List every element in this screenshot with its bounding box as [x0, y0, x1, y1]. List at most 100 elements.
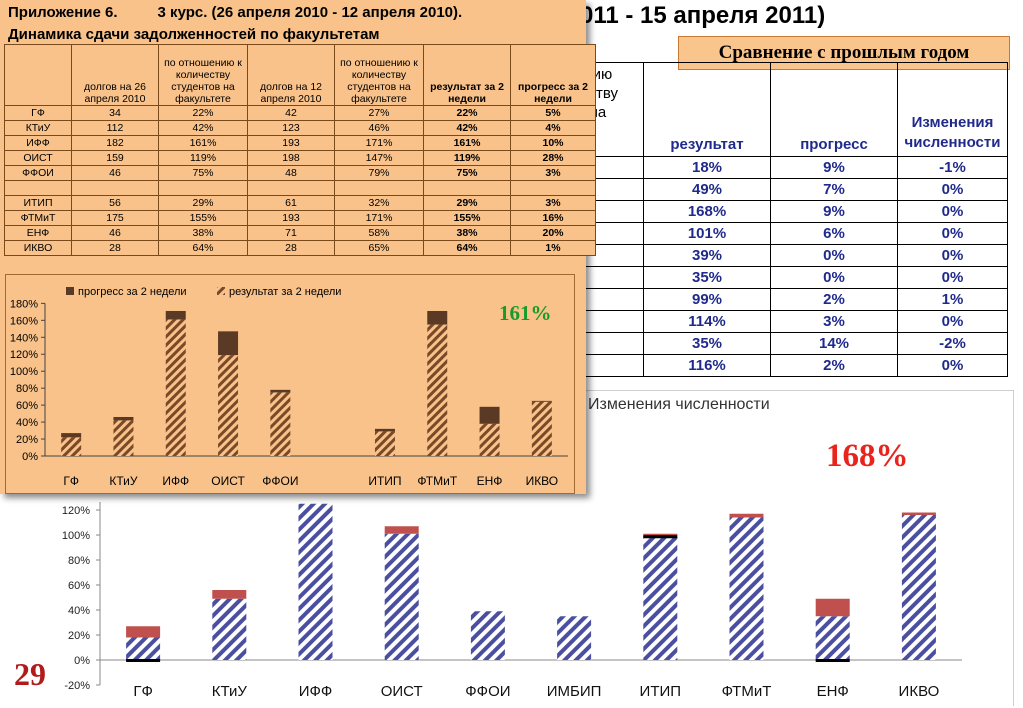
bar-result	[298, 503, 333, 660]
legend-swatch-progress	[66, 287, 74, 295]
front-table-cell: 175	[71, 210, 159, 226]
front-table-cell: 42%	[158, 120, 248, 136]
bar-progress	[531, 400, 552, 402]
x-tick-label: ИТИП	[640, 683, 682, 700]
bar-progress	[643, 533, 678, 537]
x-tick-label: ИФФ	[162, 474, 189, 488]
front-table-row: ФФОИ 46 75% 48 79% 75% 3%	[4, 165, 596, 181]
front-subheading: Динамика сдачи задолженностей по факульт…	[8, 26, 380, 43]
x-tick-label: КТиУ	[212, 683, 248, 700]
x-tick-label: ГФ	[133, 683, 153, 700]
bar-result	[212, 598, 247, 660]
front-table-row: КТиУ 112 42% 123 46% 42% 4%	[4, 120, 596, 136]
x-tick-label: ГФ	[63, 474, 79, 488]
back-table-cell: 6%	[770, 222, 898, 245]
front-table-cell: 3%	[510, 165, 596, 181]
x-tick-label: ЕНФ	[817, 683, 849, 700]
y-tick-label: 180%	[10, 298, 38, 310]
bar-result	[479, 423, 500, 456]
front-heading: Приложение 6. 3 курс. (26 апреля 2010 - 1…	[8, 4, 462, 21]
y-tick-label: 40%	[68, 605, 90, 617]
back-table-cell: 0%	[897, 310, 1008, 333]
front-table-cell: 28	[71, 240, 159, 256]
front-table-header: долгов на 26 апреля 2010	[71, 44, 159, 106]
bar-progress	[61, 433, 82, 438]
callout-168: 168%	[826, 438, 909, 474]
legend-label-result: результат за 2 недели	[229, 286, 341, 298]
back-table-cell: 9%	[770, 200, 898, 223]
bar-result	[531, 401, 552, 456]
front-table-header: по отношению к количеству студентов на ф…	[334, 44, 424, 106]
x-tick-label: КТиУ	[109, 474, 137, 488]
x-tick-label: ОИСТ	[381, 683, 423, 700]
back-table-cell: 0%	[897, 222, 1008, 245]
y-tick-label: 80%	[68, 555, 90, 567]
back-table-cell: 0%	[897, 354, 1008, 377]
bar-change	[643, 535, 678, 539]
legend-swatch-result	[217, 287, 225, 295]
bar-result	[113, 420, 134, 456]
y-tick-label: -20%	[64, 680, 90, 692]
bar-progress	[729, 513, 764, 518]
bar-result	[901, 515, 936, 660]
bar-result	[470, 611, 505, 660]
bar-progress	[374, 428, 395, 432]
y-tick-label: 0%	[22, 451, 38, 463]
front-heading-right: 3 курс. (26 апреля 2010 - 12 апреля 2010…	[157, 4, 463, 21]
back-slide-title: 011 - 15 апреля 2011)	[580, 2, 826, 29]
y-tick-label: 120%	[10, 349, 38, 361]
front-table-row: ИКВО 28 64% 28 65% 64% 1%	[4, 240, 596, 256]
front-table-cell: ГФ	[4, 105, 72, 121]
bar-result	[126, 637, 161, 660]
bar-progress	[427, 310, 448, 325]
page-number: 29	[14, 656, 46, 692]
back-chart-legend-label: Изменения численности	[588, 396, 770, 413]
y-tick-label: 60%	[16, 400, 38, 412]
front-table-cell: 147%	[334, 150, 424, 166]
bar-progress	[479, 406, 500, 424]
back-table-header: Изменения численности	[897, 62, 1008, 157]
bar-progress	[901, 512, 936, 515]
bar-result	[557, 616, 592, 660]
back-table-row: %116%2%0%	[560, 354, 1008, 377]
front-table-cell: 20%	[510, 225, 596, 241]
y-tick-label: 20%	[68, 630, 90, 642]
front-table-cell: КТиУ	[4, 120, 72, 136]
front-table-cell: 1%	[510, 240, 596, 256]
x-tick-label: ФФОИ	[262, 474, 298, 488]
back-table-header: результат	[643, 62, 771, 157]
front-table-cell: 155%	[423, 210, 511, 226]
legend-label-progress: прогресс за 2 недели	[78, 286, 187, 298]
y-tick-label: 100%	[62, 530, 90, 542]
bar-result	[270, 392, 291, 456]
front-table-header: прогресс за 2 недели	[510, 44, 596, 106]
bar-result	[374, 431, 395, 456]
x-tick-label: ИФФ	[299, 683, 333, 700]
y-tick-label: 120%	[62, 505, 90, 517]
bar-progress	[815, 598, 850, 617]
back-table-cell: 2%	[770, 354, 898, 377]
x-tick-label: ИКВО	[526, 474, 559, 488]
bar-result	[729, 517, 764, 660]
x-tick-label: ФФОИ	[465, 683, 510, 700]
front-table-cell: ФТМиТ	[4, 210, 72, 226]
bar-progress	[113, 416, 134, 421]
front-table-cell: 171%	[334, 135, 424, 151]
back-table-row: %168%9%0%	[560, 200, 1008, 223]
back-chart-frame	[573, 390, 1014, 706]
front-table-cell: 65%	[334, 240, 424, 256]
bar-result	[61, 437, 82, 456]
bar-progress	[165, 310, 186, 320]
front-table-cell: 22%	[423, 105, 511, 121]
front-table-cell: 32%	[334, 195, 424, 211]
bar-result	[165, 319, 186, 456]
back-table-cell: 101%	[643, 222, 771, 245]
bar-change	[815, 659, 850, 662]
y-tick-label: 40%	[16, 417, 38, 429]
front-table-cell: 119%	[423, 150, 511, 166]
front-table-cell: 28	[247, 240, 335, 256]
bar-result	[643, 536, 678, 660]
bar-change	[126, 659, 161, 662]
bar-progress	[218, 331, 239, 356]
